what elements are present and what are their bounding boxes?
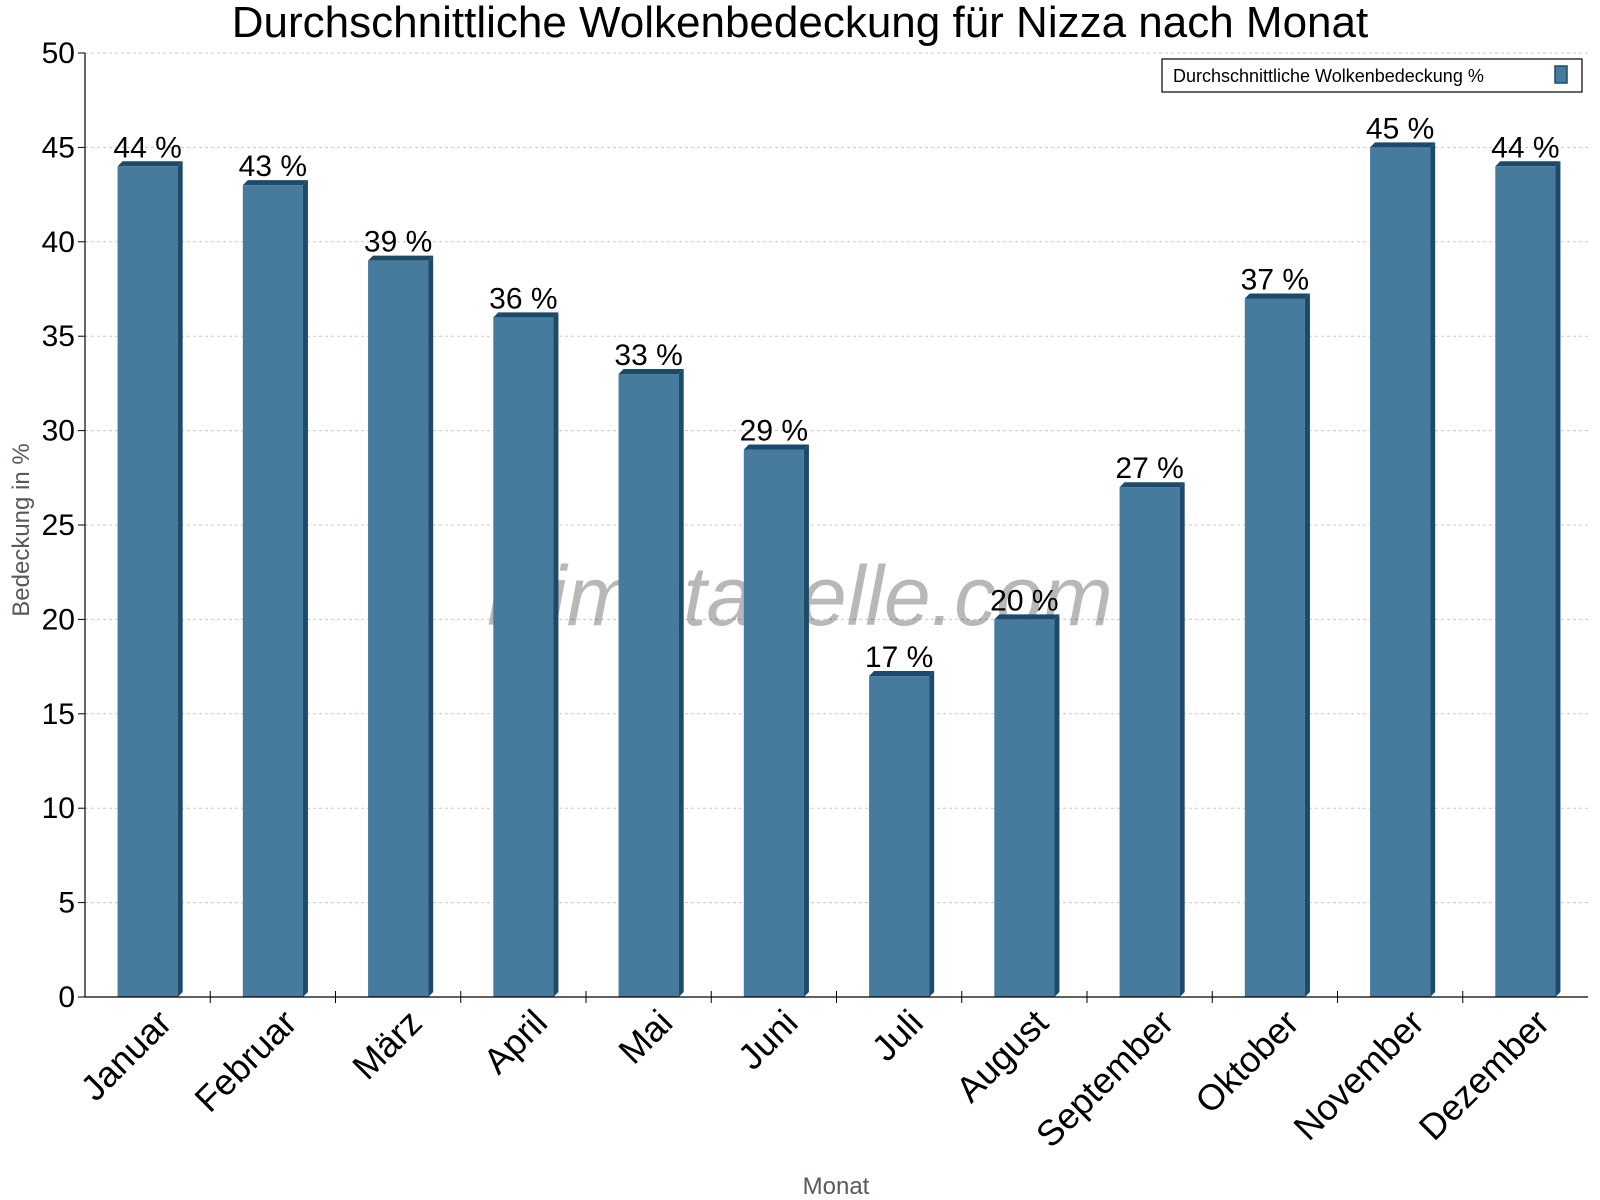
data-label: 29 % (740, 414, 808, 447)
legend: Durchschnittliche Wolkenbedeckung % (1161, 58, 1583, 93)
bar-side (428, 255, 434, 997)
bar (1119, 487, 1180, 997)
data-label: 17 % (865, 641, 933, 674)
bar-top (242, 180, 308, 186)
y-tick-label: 50 (42, 37, 75, 70)
x-tick-label: Juli (864, 1002, 931, 1069)
x-tick-label: Januar (72, 1002, 179, 1109)
data-label: 27 % (1115, 452, 1183, 485)
y-tick-label: 20 (42, 603, 75, 636)
x-tick-label: Dezember (1411, 1002, 1557, 1148)
bar-side (553, 312, 559, 997)
grid (85, 52, 1588, 904)
x-tick-label: Juni (730, 1002, 806, 1078)
x-tick-label: Mai (610, 1002, 680, 1072)
data-label: 37 % (1241, 263, 1309, 296)
data-label: 20 % (990, 584, 1058, 617)
bar-side (302, 180, 308, 997)
bar-top (1370, 142, 1436, 148)
y-tick-label: 25 (42, 509, 75, 542)
bar-top (1119, 482, 1185, 488)
data-label: 45 % (1366, 112, 1434, 145)
data-labels: 44 % 43 % 39 % 36 % 33 % 29 % 17 % 20 % 27 % 37 %… (113, 112, 1559, 674)
y-tick-label: 45 (42, 131, 75, 164)
data-label: 36 % (489, 282, 557, 315)
bar-side (929, 671, 935, 997)
bar-top (368, 255, 434, 261)
x-tick-label: Oktober (1187, 1002, 1307, 1122)
y-axis-label: Bedeckung in % (8, 443, 35, 616)
bar-side (1054, 614, 1060, 997)
x-tick-label: November (1285, 1002, 1431, 1148)
x-ticks: Januar Februar März April Mai Juni Juli AugustS… (72, 991, 1557, 1155)
data-label: 39 % (364, 226, 432, 259)
y-tick-label: 35 (42, 320, 75, 353)
legend-swatch (1554, 65, 1568, 84)
bar (493, 317, 554, 997)
bars (117, 142, 1561, 998)
y-tick-label: 40 (42, 226, 75, 259)
bar (242, 185, 303, 997)
x-tick-label: März (344, 1002, 430, 1088)
bar-top (493, 312, 559, 318)
y-tick-label: 15 (42, 698, 75, 731)
bar-top (994, 614, 1060, 620)
bar-side (1430, 142, 1436, 997)
bar (994, 619, 1055, 997)
bar (743, 449, 804, 998)
y-tick-label: 30 (42, 415, 75, 448)
data-label: 33 % (614, 339, 682, 372)
data-label: 43 % (239, 150, 307, 183)
bar-top (743, 444, 809, 450)
bar (368, 260, 429, 997)
bar-side (803, 444, 809, 998)
bar (618, 373, 679, 998)
bar-top (1495, 161, 1561, 167)
bar-side (678, 368, 684, 998)
data-label: 44 % (113, 131, 181, 164)
y-tick-label: 0 (58, 981, 75, 1014)
bar (1244, 298, 1305, 997)
y-tick-label: 10 (42, 792, 75, 825)
bar-side (177, 161, 183, 997)
bar (869, 676, 930, 997)
chart-title: Durchschnittliche Wolkenbedeckung für Ni… (232, 0, 1368, 47)
legend-box (1161, 58, 1583, 93)
bar (1370, 147, 1431, 997)
legend-label: Durchschnittliche Wolkenbedeckung % (1173, 66, 1484, 86)
bar (1495, 166, 1556, 997)
bar-top (117, 161, 183, 167)
bar-side (1555, 161, 1561, 997)
y-ticks: 0 5 10 15 20 25 30 35 40 45 50 (42, 37, 85, 1014)
x-tick-label: September (1028, 1002, 1182, 1156)
bar-top (618, 368, 684, 374)
bar-side (1179, 482, 1185, 997)
x-tick-label: April (475, 1002, 555, 1082)
bar-top (1244, 293, 1310, 299)
bar-side (1304, 293, 1310, 997)
bar-top (869, 671, 935, 677)
x-axis-label: Monat (803, 1173, 870, 1200)
x-tick-label: Februar (186, 1002, 304, 1120)
data-label: 44 % (1491, 131, 1559, 164)
x-tick-label: August (948, 1002, 1056, 1110)
bar (117, 166, 178, 997)
y-tick-label: 5 (58, 887, 75, 920)
